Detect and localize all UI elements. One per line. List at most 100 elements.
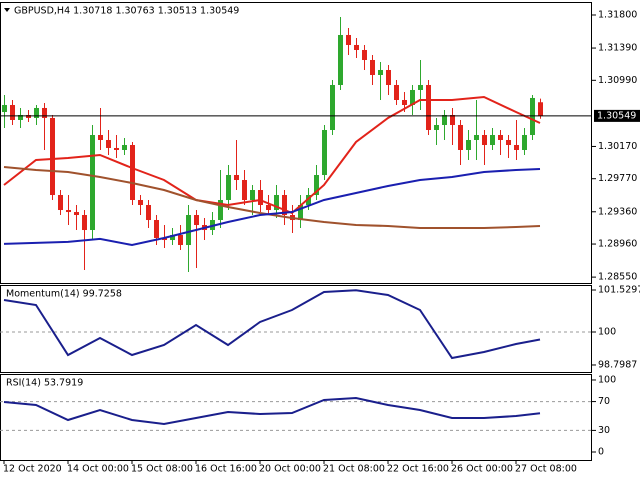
candle-body bbox=[106, 139, 111, 148]
candle-body bbox=[346, 34, 351, 45]
candle-body bbox=[490, 134, 495, 146]
candle-body bbox=[466, 139, 471, 151]
candle-body bbox=[138, 200, 143, 206]
candle-body bbox=[266, 205, 271, 211]
candle-body bbox=[330, 84, 335, 130]
candle-body bbox=[18, 114, 23, 120]
y-tick-label: 98.7987 bbox=[598, 359, 637, 370]
candle-body bbox=[194, 215, 199, 226]
panel-frame bbox=[0, 374, 592, 461]
candle-body bbox=[250, 190, 255, 201]
candle-body bbox=[426, 84, 431, 130]
x-tick-label: 12 Oct 2020 bbox=[3, 464, 62, 475]
candle-body bbox=[170, 235, 175, 241]
y-tick-label: 1.31800 bbox=[598, 9, 637, 20]
dropdown-icon bbox=[4, 8, 10, 12]
x-tick-label: 26 Oct 00:00 bbox=[451, 464, 513, 475]
y-tick-label: 70 bbox=[598, 396, 610, 407]
y-tick-label: 1.29770 bbox=[598, 173, 637, 184]
candle-body bbox=[234, 175, 239, 181]
candle-body bbox=[482, 134, 487, 146]
y-tick-label: 1.30170 bbox=[598, 141, 637, 152]
panel-title: Momentum(14) 99.7258 bbox=[6, 289, 122, 300]
candle-body bbox=[522, 134, 527, 151]
candle-body bbox=[530, 97, 535, 135]
candle-body bbox=[146, 205, 151, 221]
indicator-line bbox=[3, 289, 541, 360]
candle-body bbox=[386, 69, 391, 85]
candle-body bbox=[50, 117, 55, 196]
candle-body bbox=[162, 237, 167, 241]
candle-body bbox=[354, 44, 359, 50]
candle-body bbox=[514, 145, 519, 151]
candle-body bbox=[178, 235, 183, 246]
candle-body bbox=[442, 114, 447, 125]
panel-frame bbox=[0, 285, 592, 373]
candle-body bbox=[378, 69, 383, 75]
indicator-line bbox=[3, 95, 541, 215]
x-tick-label: 27 Oct 08:00 bbox=[515, 464, 577, 475]
x-tick-label: 20 Oct 00:00 bbox=[259, 464, 321, 475]
y-tick-label: 1.28960 bbox=[598, 239, 637, 250]
x-tick-label: 21 Oct 08:00 bbox=[323, 464, 385, 475]
candle-body bbox=[474, 134, 479, 140]
panel-frame bbox=[0, 2, 592, 284]
y-tick-label: 100 bbox=[598, 327, 616, 338]
y-tick-label: 1.29360 bbox=[598, 206, 637, 217]
candle-body bbox=[226, 175, 231, 201]
candle-body bbox=[122, 145, 127, 151]
indicator-line bbox=[3, 168, 541, 247]
candle-body bbox=[34, 107, 39, 118]
indicator-line bbox=[3, 166, 541, 229]
candle-body bbox=[2, 104, 7, 113]
candle-body bbox=[130, 145, 135, 201]
candle-body bbox=[74, 212, 79, 216]
candle-body bbox=[322, 129, 327, 176]
candle-body bbox=[458, 124, 463, 151]
candle-body bbox=[66, 210, 71, 213]
indicator-line bbox=[3, 396, 541, 426]
x-tick-label: 14 Oct 00:00 bbox=[67, 464, 129, 475]
x-tick-label: 16 Oct 16:00 bbox=[195, 464, 257, 475]
candle-body bbox=[10, 104, 15, 120]
candle-body bbox=[154, 220, 159, 238]
candle-body bbox=[186, 215, 191, 246]
x-tick-label: 22 Oct 16:00 bbox=[387, 464, 449, 475]
candle-body bbox=[306, 195, 311, 206]
current-price-box bbox=[594, 109, 640, 122]
candle-body bbox=[418, 84, 423, 90]
panel-title: GBPUSD,H4 1.30718 1.30763 1.30513 1.3054… bbox=[14, 6, 239, 17]
candle-body bbox=[410, 89, 415, 105]
candle-body bbox=[506, 139, 511, 146]
y-tick-label: 101.5297 bbox=[598, 285, 640, 296]
candle-body bbox=[42, 107, 47, 118]
candle-body bbox=[82, 215, 87, 231]
candle-body bbox=[370, 59, 375, 75]
candle-body bbox=[258, 190, 263, 206]
candle-body bbox=[498, 134, 503, 140]
candle-body bbox=[218, 200, 223, 221]
candle-body bbox=[298, 205, 303, 221]
y-tick-label: 1.28550 bbox=[598, 272, 637, 283]
y-tick-label: 30 bbox=[598, 425, 610, 436]
candle-body bbox=[362, 49, 367, 60]
candle-body bbox=[434, 124, 439, 130]
candle-body bbox=[538, 102, 543, 116]
y-tick-label: 0 bbox=[598, 447, 604, 458]
y-tick-label: 100 bbox=[598, 374, 616, 385]
candle-body bbox=[282, 195, 287, 216]
y-tick-label: 1.30990 bbox=[598, 75, 637, 86]
candle-body bbox=[114, 147, 119, 151]
candle-body bbox=[314, 175, 319, 196]
candle-body bbox=[90, 134, 95, 231]
candle-body bbox=[450, 114, 455, 125]
candle-body bbox=[26, 114, 31, 118]
candle-body bbox=[58, 195, 63, 211]
candle-body bbox=[394, 84, 399, 100]
panel-title: RSI(14) 53.7919 bbox=[6, 378, 83, 389]
candle-body bbox=[274, 195, 279, 211]
y-tick-label: 1.31390 bbox=[598, 43, 637, 54]
candle-body bbox=[98, 134, 103, 140]
candle-body bbox=[242, 180, 247, 201]
candle-body bbox=[402, 99, 407, 105]
